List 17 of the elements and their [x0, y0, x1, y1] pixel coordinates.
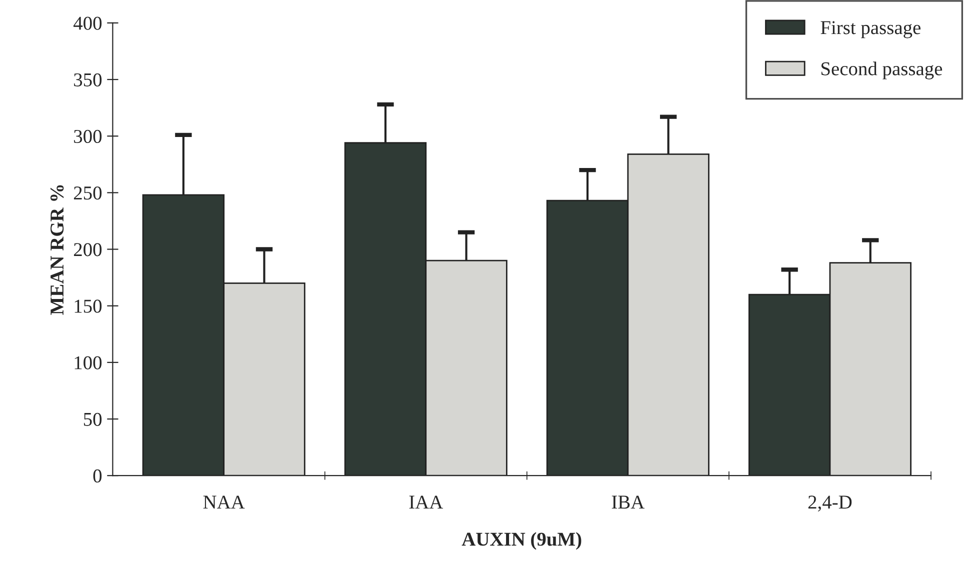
y-tick-label: 200: [74, 243, 102, 256]
y-tick-label: 350: [74, 73, 102, 86]
x-tick-label: 2,4-D: [808, 496, 852, 512]
x-tick-label: IAA: [409, 496, 444, 509]
legend-label: First passage: [820, 21, 920, 38]
x-axis-title: AUXIN (9uM): [462, 532, 582, 550]
legend-label: Second passage: [821, 62, 942, 80]
x-tick-label: IBA: [612, 496, 645, 509]
y-tick-label: 250: [74, 186, 102, 200]
y-tick-label: 50: [84, 412, 102, 426]
y-tick-label: 400: [73, 16, 102, 30]
x-tick-label: NAA: [203, 496, 245, 509]
y-tick-label: 100: [74, 356, 102, 370]
y-tick-label: 300: [74, 130, 102, 144]
y-tick-label: 150: [74, 300, 102, 313]
y-axis-title: MEAN RGR %: [50, 185, 64, 315]
y-tick-label: 0: [93, 469, 102, 483]
